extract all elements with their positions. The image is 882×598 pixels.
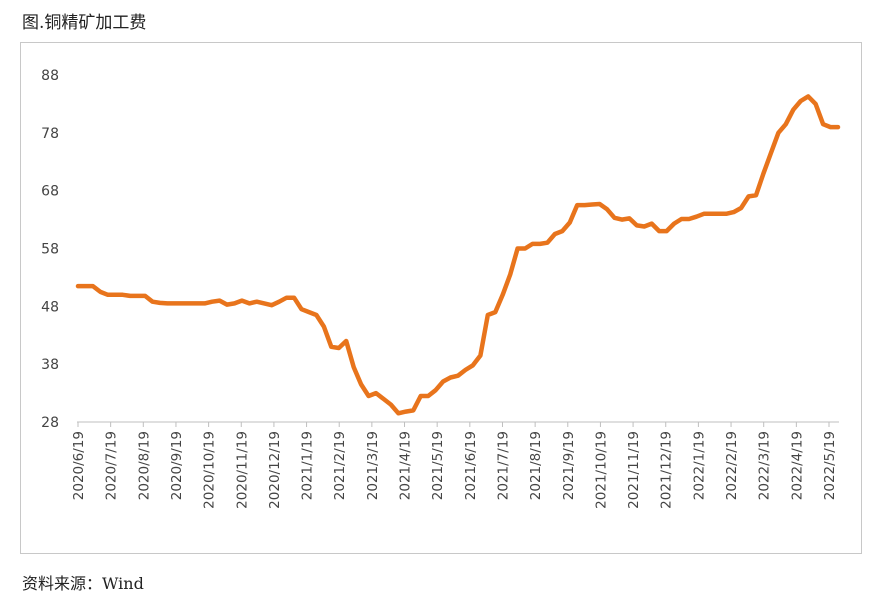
- chart-frame: 28 38 48 58 68 78 88 2020/6/19 2020/7/19 2020/8/1…: [20, 42, 862, 554]
- x-tick-label: 2020/10/19: [202, 431, 218, 509]
- line-chart: 28 38 48 58 68 78 88 2020/6/19 2020/7/19 2020/8/1…: [41, 68, 841, 509]
- chart-title: 图.铜精矿加工费: [22, 13, 147, 33]
- x-tick-label: 2021/2/19: [332, 431, 348, 500]
- x-tick-label: 2020/6/19: [71, 431, 87, 500]
- y-tick-label: 58: [41, 242, 59, 258]
- x-tick-label: 2021/11/19: [626, 431, 642, 509]
- y-tick-label: 78: [41, 126, 59, 142]
- y-tick-label: 48: [41, 299, 59, 315]
- x-tick-label: 2020/12/19: [267, 431, 283, 509]
- x-tick-label: 2021/4/19: [398, 431, 414, 500]
- x-tick-label: 2021/9/19: [561, 431, 577, 500]
- x-tick-label: 2021/7/19: [495, 431, 511, 500]
- series-line: [75, 94, 841, 416]
- x-tick-label: 2020/9/19: [169, 431, 185, 500]
- x-tick-label: 2020/11/19: [234, 431, 250, 509]
- x-tick-label: 2022/3/19: [757, 431, 773, 500]
- x-tick-label: 2021/6/19: [463, 431, 479, 500]
- x-tick-label: 2022/4/19: [789, 431, 805, 500]
- x-tick-label: 2021/1/19: [300, 431, 316, 500]
- x-tick-label: 2022/1/19: [691, 431, 707, 500]
- y-tick-label: 88: [41, 68, 59, 84]
- y-tick-label: 68: [41, 184, 59, 200]
- source-note: 资料来源：Wind: [22, 574, 144, 593]
- x-tick-label: 2022/2/19: [724, 431, 740, 500]
- x-tick-label: 2021/12/19: [659, 431, 675, 509]
- x-tick-label: 2021/10/19: [593, 431, 609, 509]
- x-tick-label: 2020/7/19: [104, 431, 120, 500]
- x-tick-label: 2021/8/19: [528, 431, 544, 500]
- y-tick-label: 38: [41, 357, 59, 373]
- x-tick-label: 2020/8/19: [136, 431, 152, 500]
- x-tick-label: 2021/3/19: [365, 431, 381, 500]
- x-tick-label: 2021/5/19: [430, 431, 446, 500]
- y-tick-label: 28: [41, 415, 59, 431]
- x-tick-label: 2022/5/19: [822, 431, 838, 500]
